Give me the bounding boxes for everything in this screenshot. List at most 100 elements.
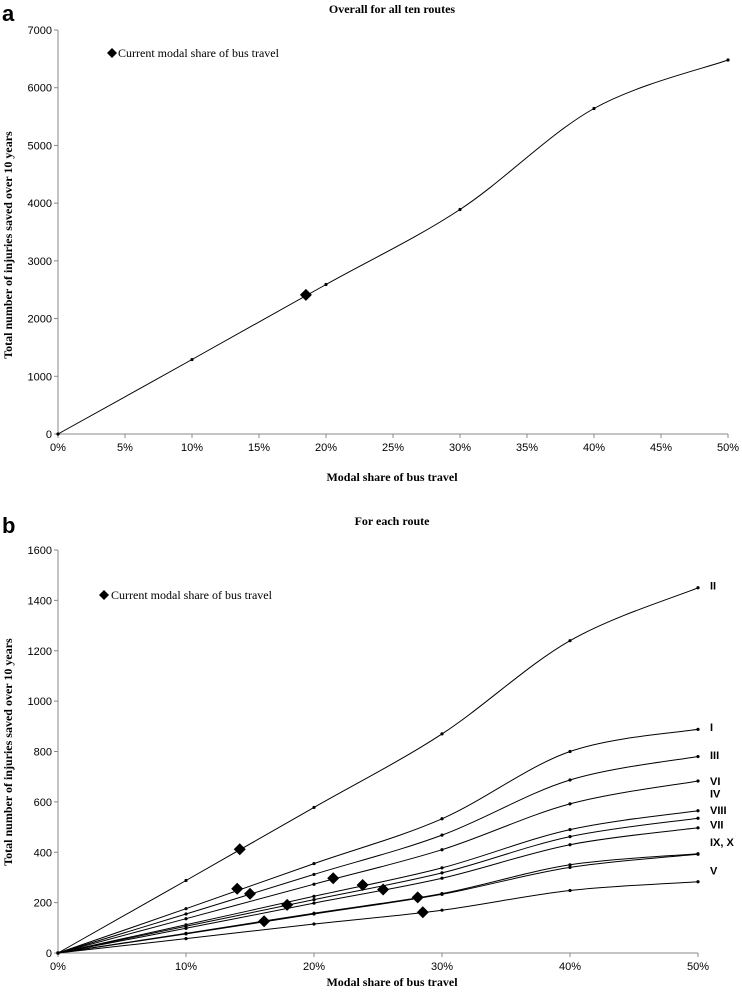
panel-b-route-label: VII <box>710 820 723 832</box>
panel-b-series-line-x <box>57 853 699 954</box>
panel-b-data-point <box>184 912 188 916</box>
panel-b-x-axis-label: Modal share of bus travel <box>326 975 458 989</box>
panel-a-ticks: 0 1000 2000 3000 4000 5000 6000 7000 0% 5% 10% 15% 2… <box>28 25 740 454</box>
panel-b-data-point <box>312 894 316 898</box>
panel-b-data-point <box>696 809 700 813</box>
panel-a-letter: a <box>2 1 15 26</box>
panel-b-data-point <box>568 843 572 847</box>
panel-a-x-tick-label: 10% <box>181 442 203 454</box>
panel-b-x-tick-label: 30% <box>431 961 453 973</box>
panel-a-x-tick-label: 20% <box>315 442 337 454</box>
panel-b-route-label: II <box>710 580 716 592</box>
panel-b-data-point <box>440 871 444 875</box>
panel-b-data-point <box>696 816 700 820</box>
panel-a-series-line-all routes <box>57 59 729 435</box>
panel-a-data-point <box>190 357 194 362</box>
panel-b-data-point <box>440 848 444 852</box>
panel-b-y-tick-label: 400 <box>34 847 52 859</box>
panel-a-title: Overall for all ten routes <box>329 2 456 16</box>
panel-b-y-tick-label: 1200 <box>28 646 52 658</box>
panel-b-route-label: III <box>710 750 719 762</box>
panel-a-current-share-marker <box>299 288 312 301</box>
panel-b-series <box>56 586 700 955</box>
panel-b-data-point <box>696 754 700 759</box>
panel-a-y-tick-label: 2000 <box>28 314 52 326</box>
panel-b-route-label: IX, X <box>710 837 735 849</box>
panel-b-route-label: IV <box>710 788 721 800</box>
panel-b-data-point <box>568 778 572 782</box>
panel-b-data-point <box>56 951 60 955</box>
panel-b-series-line-ix <box>57 853 699 954</box>
panel-b-y-tick-label: 1600 <box>28 545 52 557</box>
panel-a-x-tick-label: 30% <box>449 442 471 454</box>
panel-a-data-point <box>458 207 462 212</box>
panel-b-data-point <box>440 866 444 870</box>
panel-b-series-line-iii <box>57 756 699 954</box>
panel-a-x-axis-label: Modal share of bus travel <box>326 470 458 484</box>
panel-b-current-share-marker <box>258 915 271 928</box>
panel-b-current-share-marker <box>416 906 429 919</box>
panel-a-series <box>56 58 730 436</box>
panel-b-data-point <box>440 732 444 736</box>
panel-b-data-point <box>440 908 444 912</box>
panel-b-data-point <box>184 937 188 941</box>
panel-b-series-line-i <box>57 728 699 954</box>
panel-b-current-share-marker <box>281 898 294 911</box>
panel-b-x-tick-label: 40% <box>559 961 581 973</box>
panel-a-y-tick-label: 7000 <box>28 25 52 37</box>
panel-b-route-label: V <box>710 866 718 878</box>
panel-b-data-point <box>184 932 188 936</box>
panel-a-x-tick-label: 40% <box>583 442 605 454</box>
panel-b-x-tick-label: 10% <box>175 961 197 973</box>
panel-a-data-point <box>726 58 730 62</box>
panel-b-data-point <box>568 827 572 832</box>
panel-b-y-axis-label: Total number of injuries saved over 10 y… <box>1 638 15 866</box>
panel-b-series-line-vii <box>57 827 699 954</box>
panel-a-legend-label: Current modal share of bus travel <box>118 46 280 60</box>
panel-b-series-line-vi <box>57 780 699 954</box>
panel-b-data-point <box>184 878 188 883</box>
panel-b-ticks: 0 200 400 600 800 1000 1200 1400 1600 0% 10% 20% 30%… <box>28 545 710 973</box>
panel-b-data-point <box>568 865 572 869</box>
panel-b-data-point <box>696 880 700 884</box>
panel-b-data-point <box>184 917 188 921</box>
panel-a-y-tick-label: 3000 <box>28 256 52 268</box>
panel-b-data-point <box>568 888 572 893</box>
panel-a-x-tick-label: 0% <box>50 442 66 454</box>
panel-a-x-tick-label: 45% <box>650 442 672 454</box>
panel-b-current-share-marker <box>327 872 340 885</box>
panel-b-current-share-marker <box>231 882 244 895</box>
panel-b-chart: b For each route Modal share of bus trav… <box>1 513 735 989</box>
panel-a-x-tick-label: 5% <box>117 442 133 454</box>
panel-b-data-point <box>312 861 316 866</box>
panel-b-letter: b <box>2 513 15 538</box>
panel-a-x-tick-label: 50% <box>717 442 739 454</box>
panel-a-x-tick-label: 25% <box>382 442 404 454</box>
panel-a-x-tick-label: 35% <box>516 442 538 454</box>
panel-b-data-point <box>568 639 572 643</box>
panel-b-data-point <box>312 882 316 886</box>
panel-b-y-tick-label: 0 <box>46 948 52 960</box>
panel-a-chart: a Overall for all ten routes Modal share… <box>1 1 739 484</box>
panel-b-current-markers <box>231 843 429 928</box>
panel-b-data-point <box>440 876 444 880</box>
panel-a-y-axis-label: Total number of injuries saved over 10 y… <box>1 131 15 359</box>
panel-b-data-point <box>312 898 316 902</box>
panel-b-route-label: VIII <box>710 805 727 817</box>
panel-a-x-tick-label: 15% <box>248 442 270 454</box>
panel-b-data-point <box>568 863 572 867</box>
panel-a-data-point <box>592 106 596 111</box>
panel-b-data-point <box>568 802 572 806</box>
panel-b-x-tick-label: 50% <box>687 961 709 973</box>
panel-b-data-point <box>440 817 444 821</box>
panel-b-data-point <box>440 833 444 837</box>
panel-b-data-point <box>440 892 444 896</box>
panel-a-y-tick-label: 5000 <box>28 140 52 152</box>
panel-b-data-point <box>696 779 700 783</box>
panel-b-legend-label: Current modal share of bus travel <box>111 588 273 602</box>
panel-b-data-point <box>312 805 316 810</box>
panel-b-data-point <box>568 835 572 839</box>
panel-b-x-tick-label: 0% <box>50 961 66 973</box>
panel-a-y-tick-label: 0 <box>46 429 52 441</box>
